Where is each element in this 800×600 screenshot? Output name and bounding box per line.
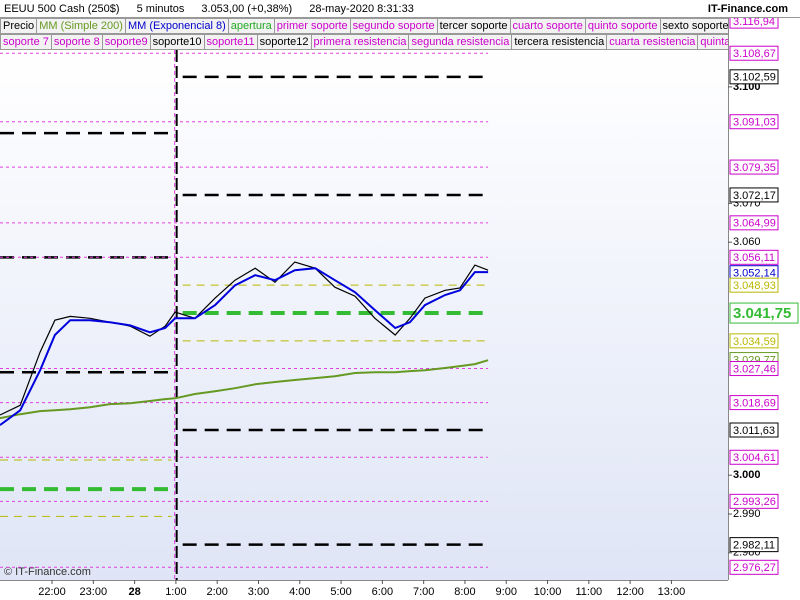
header: EEUU 500 Cash (250$) 5 minutos 3.053,00 … xyxy=(0,0,800,18)
legend-item[interactable]: quinto soporte xyxy=(584,18,661,34)
price-box xyxy=(729,159,779,175)
price-box xyxy=(729,114,779,130)
legend-item[interactable]: primera resistencia xyxy=(310,34,410,50)
x-tick-label: 9:00 xyxy=(496,586,517,598)
legend-item[interactable]: quinta resistencia xyxy=(697,34,728,50)
legend-item[interactable]: segunda resistencia xyxy=(408,34,513,50)
legend-item[interactable]: tercer soporte xyxy=(436,18,511,34)
instrument: EEUU 500 Cash (250$) xyxy=(4,3,120,15)
y-tick-label: 3.000 xyxy=(733,469,761,481)
y-tick-label: 3.060 xyxy=(733,236,761,248)
x-tick-label: 3:00 xyxy=(248,586,269,598)
legend-item[interactable]: soporte10 xyxy=(149,34,205,50)
legend-item[interactable]: soporte11 xyxy=(203,34,258,50)
price-box xyxy=(729,302,799,324)
price-label: 3.079,35 xyxy=(733,162,776,174)
legend-item[interactable]: MM (Exponencial 8) xyxy=(124,18,229,34)
price-label: 3.108,67 xyxy=(733,48,776,60)
price-box xyxy=(729,493,779,509)
x-tick-label: 13:00 xyxy=(658,586,686,598)
price-label: 3.041,75 xyxy=(733,305,791,322)
price-box xyxy=(729,187,779,203)
x-tick-label: 10:00 xyxy=(534,586,562,598)
x-tick-label: 8:00 xyxy=(454,586,475,598)
price-box xyxy=(729,395,779,411)
series-line xyxy=(0,267,489,426)
watermark: © IT-Finance.com xyxy=(4,566,91,578)
legend-row: soporte 7 soporte 8 soporte9 soporte10 sopor… xyxy=(0,34,728,50)
price-label: 3.056,11 xyxy=(733,252,775,264)
x-tick-label: 5:00 xyxy=(330,586,351,598)
price-label: 3.027,46 xyxy=(733,363,776,375)
price-box xyxy=(729,361,779,377)
legend-item[interactable]: soporte12 xyxy=(256,34,312,50)
price-label: 3.052,14 xyxy=(733,268,776,280)
timeframe: 5 minutos xyxy=(136,3,185,15)
x-tick-label: 1:00 xyxy=(165,586,186,598)
price-box xyxy=(729,333,779,349)
price-label: 2.982,11 xyxy=(733,540,775,552)
price-label: 3.102,59 xyxy=(733,72,776,84)
price-box xyxy=(729,559,779,575)
price-label: 3.018,69 xyxy=(733,398,776,410)
price-label: 3.116,94 xyxy=(733,16,775,28)
price-label: 2.976,27 xyxy=(733,562,776,574)
legend-item[interactable]: Precio xyxy=(0,18,38,34)
legend-item[interactable]: soporte9 xyxy=(101,34,151,50)
legend-item[interactable]: sexto soporte xyxy=(659,18,728,34)
legend-item[interactable]: apertura xyxy=(227,18,275,34)
price-label: 3.048,93 xyxy=(733,280,776,292)
x-tick-label: 23:00 xyxy=(80,586,108,598)
price-box xyxy=(729,422,779,438)
x-tick-label: 12:00 xyxy=(616,586,644,598)
price-box xyxy=(729,449,779,465)
x-tick-label: 4:00 xyxy=(289,586,310,598)
price-box xyxy=(729,215,779,231)
legend-item[interactable]: MM (Simple 200) xyxy=(36,18,126,34)
price-box xyxy=(729,45,779,61)
x-tick-label: 22:00 xyxy=(38,586,66,598)
x-tick-label: 7:00 xyxy=(413,586,434,598)
price-label: 3.004,61 xyxy=(733,452,776,464)
y-tick-label: 2.990 xyxy=(733,508,761,520)
series-line xyxy=(0,359,489,420)
price-box xyxy=(729,277,779,293)
legend-item[interactable]: cuarta resistencia xyxy=(606,34,699,50)
x-tick-label: 28 xyxy=(128,586,140,598)
last-price: 3.053,00 (+0,38%) xyxy=(201,3,293,15)
legend-item[interactable]: tercera resistencia xyxy=(511,34,608,50)
legend-item[interactable]: soporte 8 xyxy=(50,34,103,50)
legend-item[interactable]: cuarto soporte xyxy=(509,18,586,34)
series-line xyxy=(0,261,489,416)
legend-item[interactable]: primer soporte xyxy=(273,18,351,34)
price-label: 3.011,63 xyxy=(733,425,775,437)
legend-item[interactable]: soporte 7 xyxy=(0,34,52,50)
price-label: 3.034,59 xyxy=(733,336,776,348)
price-box xyxy=(729,249,779,265)
x-tick-label: 11:00 xyxy=(575,586,602,598)
brand: IT-Finance.com xyxy=(707,3,788,15)
price-label: 3.091,03 xyxy=(733,117,776,129)
price-box xyxy=(729,69,779,85)
x-tick-label: 6:00 xyxy=(372,586,393,598)
price-label: 2.993,26 xyxy=(733,496,776,508)
x-tick-label: 2:00 xyxy=(206,586,227,598)
price-label: 3.064,99 xyxy=(733,218,776,230)
legend-row: Precio MM (Simple 200) MM (Exponencial 8) a… xyxy=(0,18,728,34)
price-label: 3.072,17 xyxy=(733,190,776,202)
legend-item[interactable]: segundo soporte xyxy=(349,18,438,34)
price-box xyxy=(729,537,779,553)
timestamp: 28-may-2020 8:31:33 xyxy=(309,3,414,15)
